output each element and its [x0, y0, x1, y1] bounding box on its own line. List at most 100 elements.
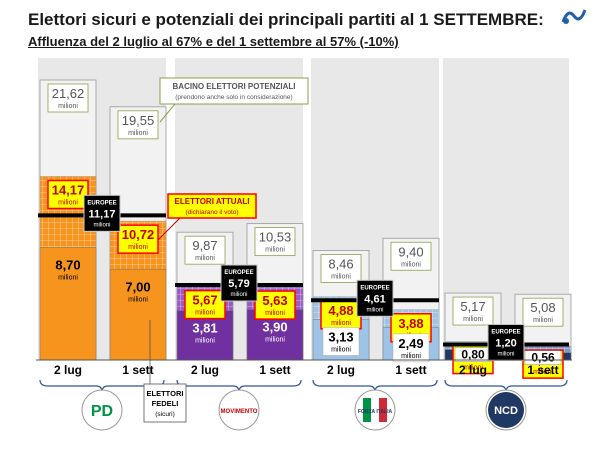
- logo-bg: [488, 392, 524, 428]
- potential-unit: milioni: [58, 103, 78, 110]
- loyal-value: 8,70: [55, 257, 80, 272]
- potential-unit: milioni: [128, 130, 148, 137]
- loyal-label-box: [524, 350, 562, 365]
- logo-icon: [561, 9, 587, 24]
- current-value: 10,72: [122, 227, 155, 242]
- loyal-value: 7,00: [125, 279, 150, 294]
- loyal-bar: [39, 247, 97, 361]
- x-tick-label: 2 lug: [459, 363, 487, 377]
- x-tick-label: 2 lug: [54, 363, 82, 377]
- loyal-label-box: [322, 327, 360, 356]
- current-value: 14,17: [52, 182, 85, 197]
- current-unit: milioni: [58, 199, 78, 206]
- callout-bacino-pointer: [159, 103, 176, 123]
- x-tick-label: 2 lug: [327, 363, 355, 377]
- potential-label-box: [254, 227, 296, 257]
- logo-flag: [379, 398, 387, 422]
- current-value: 5,63: [262, 293, 287, 308]
- callout-bacino-box: [159, 77, 309, 105]
- potential-value: 10,53: [259, 230, 292, 245]
- potential-unit: milioni: [195, 255, 215, 262]
- party-logo-icon: [218, 389, 260, 431]
- current-unit: milioni: [128, 244, 148, 251]
- party-logo-text: PD: [91, 403, 113, 420]
- potential-label-box: [320, 254, 362, 283]
- europee-box: [356, 279, 394, 317]
- current-label-box: [117, 224, 159, 254]
- europee-box: [220, 264, 258, 302]
- europee-unit: milioni: [366, 307, 383, 313]
- loyal-unit: milioni: [401, 353, 421, 360]
- potential-unit: milioni: [401, 261, 421, 268]
- callout-bacino-title: BACINO ELETTORI POTENZIALI: [173, 82, 296, 91]
- potential-label-box: [452, 296, 494, 326]
- current-value: 3,88: [398, 316, 423, 331]
- x-tick-label: 1 sett: [395, 363, 426, 377]
- loyal-unit: milioni: [331, 346, 351, 353]
- callout-bacino-sub: (prendono anche solo in considerazione): [175, 94, 292, 101]
- potential-value: 5,08: [530, 300, 555, 315]
- loyal-unit: milioni: [265, 336, 285, 343]
- europee-value: 5,79: [228, 278, 249, 290]
- europee-unit: milioni: [93, 222, 110, 228]
- chart-subtitle: Affluenza del 2 luglio al 67% e del 1 se…: [28, 34, 399, 49]
- x-tick-label: 1 sett: [122, 363, 153, 377]
- potential-label-box: [184, 235, 226, 265]
- current-label-box: [184, 289, 226, 320]
- loyal-unit: milioni: [195, 338, 215, 345]
- current-value: 4,88: [328, 303, 353, 318]
- callout-attuali-sub: (dichiarano il voto): [185, 209, 238, 216]
- europee-label: EUROPEE: [360, 285, 389, 291]
- potential-value: 19,55: [122, 113, 155, 128]
- potential-unit: milioni: [265, 247, 285, 254]
- callout-fedeli-line2: FEDELI: [152, 399, 179, 408]
- party-logo-icon: [81, 389, 123, 431]
- loyal-value: 2,49: [398, 336, 423, 351]
- potential-value: 8,46: [328, 256, 353, 271]
- europee-value: 1,20: [495, 337, 516, 349]
- potential-unit: milioni: [331, 273, 351, 280]
- europee-unit: milioni: [497, 351, 514, 357]
- europee-value: 4,61: [364, 293, 385, 305]
- europee-value: 11,17: [89, 208, 116, 220]
- potential-value: 9,40: [398, 244, 423, 259]
- europee-box: [487, 323, 525, 361]
- loyal-value: 3,13: [328, 329, 353, 344]
- loyal-value: 3,81: [192, 321, 217, 336]
- party-logo-text: FORZA ITALIA: [358, 409, 393, 415]
- potential-label-box: [117, 110, 159, 140]
- logo-flag: [371, 398, 379, 422]
- potential-label-box: [522, 297, 564, 327]
- potential-label-box: [390, 241, 432, 271]
- x-tick-label: 1 sett: [527, 363, 558, 377]
- loyal-bar: [109, 269, 167, 361]
- current-label-box: [320, 300, 362, 330]
- potential-unit: milioni: [463, 316, 483, 323]
- callout-fedeli-box: [143, 383, 187, 423]
- potential-value: 5,17: [460, 299, 485, 314]
- current-unit: milioni: [533, 369, 553, 376]
- loyal-label-box: [392, 333, 430, 363]
- loyal-value: 0,80: [461, 348, 485, 362]
- callout-attuali-box: [167, 193, 257, 219]
- party-logo-text: NCD: [494, 405, 518, 417]
- loyal-unit: milioni: [58, 274, 78, 281]
- potential-value: 21,62: [52, 86, 85, 101]
- europee-label: EUROPEE: [87, 200, 116, 206]
- x-tick-label: 2 lug: [191, 363, 219, 377]
- current-label-box: [254, 290, 296, 320]
- callout-fedeli-line1: ELETTORI: [147, 389, 184, 398]
- europee-label: EUROPEE: [224, 270, 253, 276]
- europee-box: [83, 194, 121, 232]
- loyal-value: 3,90: [262, 319, 287, 334]
- europee-label: EUROPEE: [491, 329, 520, 335]
- current-unit: milioni: [265, 310, 285, 317]
- party-logo-text: MOVIMENTO: [221, 409, 258, 415]
- x-tick-label: 1 sett: [259, 363, 290, 377]
- current-unit: milioni: [331, 320, 351, 327]
- callout-attuali-pointer: [157, 217, 181, 241]
- loyal-value: 0,56: [531, 351, 555, 365]
- chart-title: Elettori sicuri e potenziali dei princip…: [28, 10, 544, 29]
- current-label-box: [47, 179, 89, 210]
